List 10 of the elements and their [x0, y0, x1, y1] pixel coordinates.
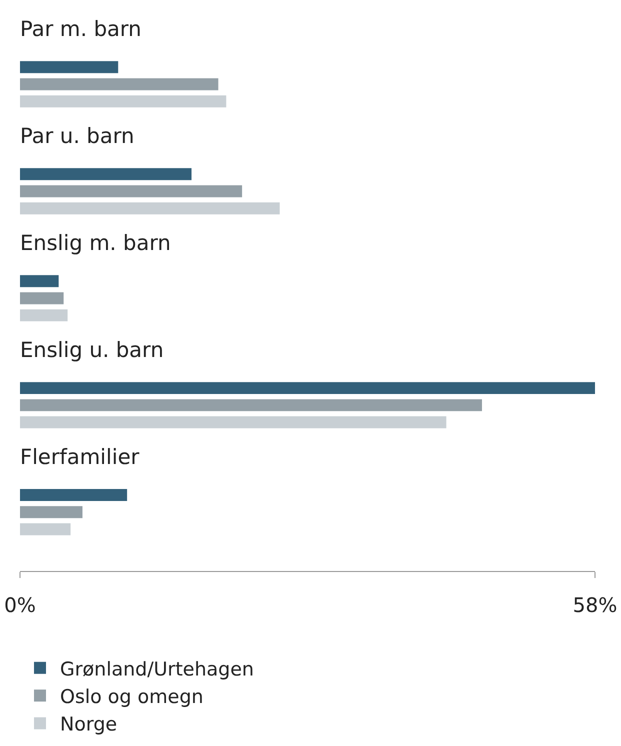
legend-label: Norge: [60, 714, 118, 736]
y-tick-label: Flerfamilier: [20, 445, 140, 469]
x-tick-label: 0%: [4, 593, 36, 617]
y-tick-label: Par m. barn: [20, 17, 142, 41]
y-tick-label: Par u. barn: [20, 124, 134, 148]
y-tick-label: Enslig m. barn: [20, 231, 171, 255]
x-tick-label: 58%: [572, 593, 618, 617]
legend-label: Grønland/Urtehagen: [60, 658, 254, 680]
legend-label: Oslo og omegn: [60, 686, 204, 708]
y-tick-label: Enslig u. barn: [20, 338, 164, 362]
